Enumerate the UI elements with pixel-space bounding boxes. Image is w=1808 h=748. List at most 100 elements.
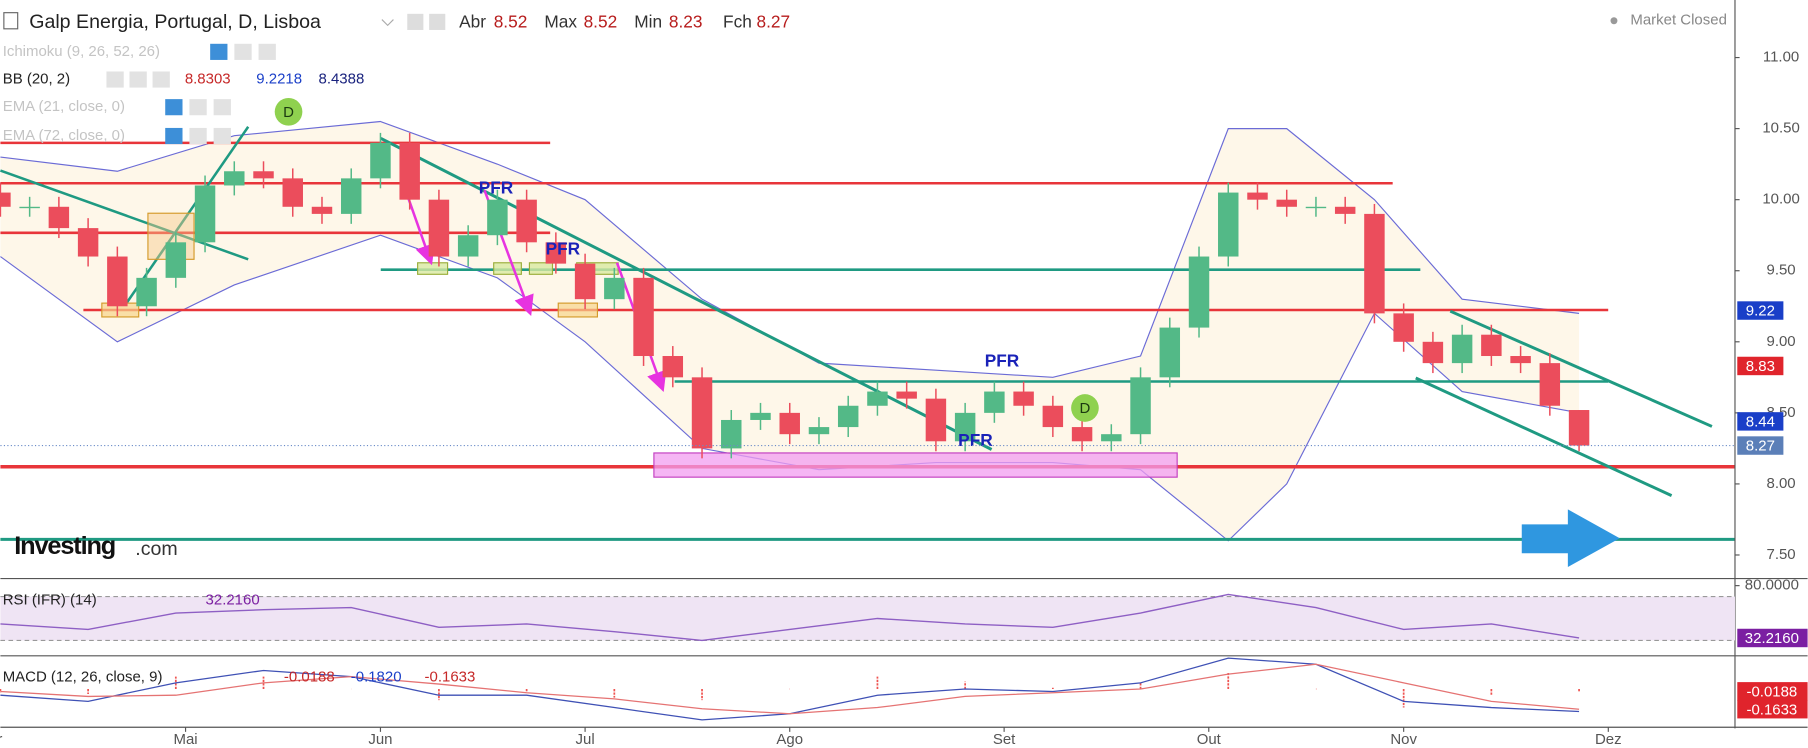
market-status: Market Closed (1630, 12, 1727, 29)
marker-box (528, 262, 554, 275)
icon[interactable] (213, 99, 231, 116)
candle-body (19, 206, 40, 209)
bb-upper (0, 120, 1580, 378)
ohlc-value: 8.23 (669, 12, 703, 32)
icon[interactable] (429, 13, 446, 30)
candle-body (253, 171, 274, 179)
icon[interactable] (165, 127, 183, 145)
event-badge[interactable] (274, 97, 303, 126)
candle-body (457, 235, 479, 257)
icon[interactable] (213, 127, 231, 145)
channel-line (1449, 309, 1713, 428)
rsi-label: RSI (IFR) (14) (3, 591, 97, 608)
status-dot (1610, 17, 1618, 25)
candle-body (808, 427, 830, 435)
candle-body (1276, 199, 1297, 207)
price-tag (1737, 301, 1784, 320)
dropdown[interactable] (381, 19, 394, 27)
icon[interactable] (234, 43, 252, 60)
icon[interactable] (129, 71, 147, 88)
x-tick-label: Jun (368, 731, 392, 748)
candle-body (370, 142, 391, 179)
candle-body (428, 199, 450, 257)
macd-tag (1737, 699, 1808, 719)
candle-body (1393, 313, 1414, 342)
candle-body (574, 263, 596, 300)
y-tick-label: 8.00 (1767, 475, 1796, 492)
candle-body (1188, 256, 1210, 328)
marker-box (417, 262, 449, 275)
rsi-band (0, 596, 1735, 641)
icon[interactable] (189, 127, 207, 145)
rsi-tick-label: 80.0000 (1745, 577, 1799, 594)
trend-line (380, 136, 993, 451)
ohlc-value: 8.27 (756, 12, 790, 32)
candle-body (1130, 377, 1151, 435)
candle-body (1481, 334, 1502, 357)
candle-body (545, 242, 567, 264)
candle-body (984, 391, 1005, 413)
indicator-label: EMA (21, close, 0) (3, 98, 125, 115)
icon[interactable] (407, 13, 424, 30)
x-tick-label: Ago (776, 731, 803, 748)
candle-body (399, 142, 420, 200)
candle-body (516, 199, 537, 243)
macd-value: -0.0188 (284, 669, 335, 686)
logo-suffix: .com (135, 538, 177, 560)
bb-fill (0, 121, 1580, 541)
candle-body (311, 206, 333, 214)
macd-value: -0.1820 (351, 669, 402, 686)
annotation: D (283, 104, 294, 121)
candle-body (604, 277, 625, 300)
candle-body (750, 412, 771, 420)
drawings (0, 126, 1735, 568)
candle-body (1247, 192, 1268, 200)
rsi-line (0, 593, 1580, 642)
indicator-value: 9.2218 (256, 70, 302, 87)
trend-line (0, 169, 249, 261)
x-tick-label: Jul (576, 731, 595, 748)
x-tick-label: Dez (1595, 731, 1622, 748)
event-badge[interactable] (1071, 394, 1099, 422)
y-tick-label: 9.50 (1767, 262, 1796, 279)
candle-body (1364, 213, 1385, 314)
annotation: PFR (958, 430, 993, 450)
macd-tag (1737, 682, 1808, 701)
icon[interactable] (210, 43, 228, 60)
annotation: PFR (479, 178, 514, 198)
price-tag (1737, 412, 1784, 431)
collapse-icon[interactable] (3, 12, 19, 30)
candle-body (0, 192, 11, 207)
y-tick-label: 10.50 (1762, 120, 1799, 137)
icon[interactable] (189, 99, 207, 116)
x-tick-label: Abr (0, 731, 2, 748)
candle-body (224, 171, 245, 186)
macd-tag-label: -0.1633 (1746, 701, 1797, 718)
candle-body (136, 277, 157, 307)
candle-body (1013, 391, 1034, 406)
x-tick-label: Nov (1390, 731, 1417, 748)
candle-body (1071, 427, 1093, 442)
icon[interactable] (106, 71, 124, 88)
candle-body (1101, 434, 1122, 442)
channel-line (1415, 376, 1673, 497)
icon[interactable] (165, 99, 183, 116)
candle-body (1510, 356, 1531, 364)
trend-line (123, 126, 250, 307)
ohlc-label: Abr (459, 12, 486, 32)
candle-body (779, 412, 800, 435)
candle-body (282, 178, 303, 207)
candle-body (954, 412, 976, 442)
x-tick-label: Mai (173, 731, 197, 748)
icon[interactable] (152, 71, 170, 88)
icon[interactable] (258, 43, 276, 60)
ohlc-label: Fch (723, 12, 752, 32)
price-tag-label: 8.27 (1746, 438, 1775, 455)
candle-body (1305, 206, 1327, 209)
price-tag (1737, 436, 1784, 455)
candle-body (340, 178, 362, 214)
price-tag-label: 8.44 (1746, 413, 1775, 430)
macd-signal (0, 663, 1580, 715)
macd-tag-label: -0.0188 (1746, 683, 1797, 700)
candle-body (1042, 405, 1064, 428)
